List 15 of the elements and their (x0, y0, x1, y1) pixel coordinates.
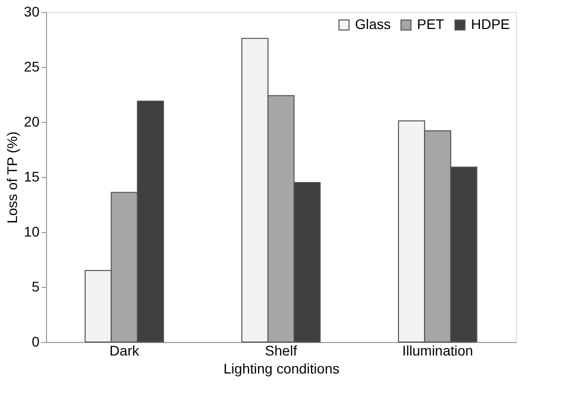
y-tick-label: 30 (24, 4, 40, 20)
y-tick-label: 10 (24, 224, 40, 240)
y-tick-label: 15 (24, 168, 40, 184)
legend-label: PET (417, 16, 445, 32)
y-tick-label: 20 (24, 114, 40, 130)
x-axis-title: Lighting conditions (224, 360, 340, 376)
legend-label: HDPE (471, 16, 510, 32)
y-tick-label: 25 (24, 58, 40, 74)
legend-label: Glass (355, 16, 391, 32)
y-tick-label: 5 (32, 278, 40, 294)
y-tick-label: 0 (32, 334, 40, 350)
y-axis-title: Loss of TP (%) (4, 131, 20, 224)
x-tick-label: Illumination (402, 342, 474, 358)
x-tick-label: Shelf (265, 342, 298, 358)
x-tick-label: Dark (110, 342, 140, 358)
